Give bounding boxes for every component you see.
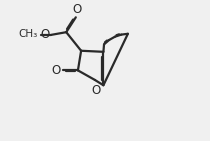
Text: O: O bbox=[72, 3, 81, 16]
Text: O: O bbox=[51, 64, 60, 77]
Text: CH₃: CH₃ bbox=[19, 29, 38, 39]
Text: O: O bbox=[41, 28, 50, 41]
Text: O: O bbox=[91, 84, 101, 97]
